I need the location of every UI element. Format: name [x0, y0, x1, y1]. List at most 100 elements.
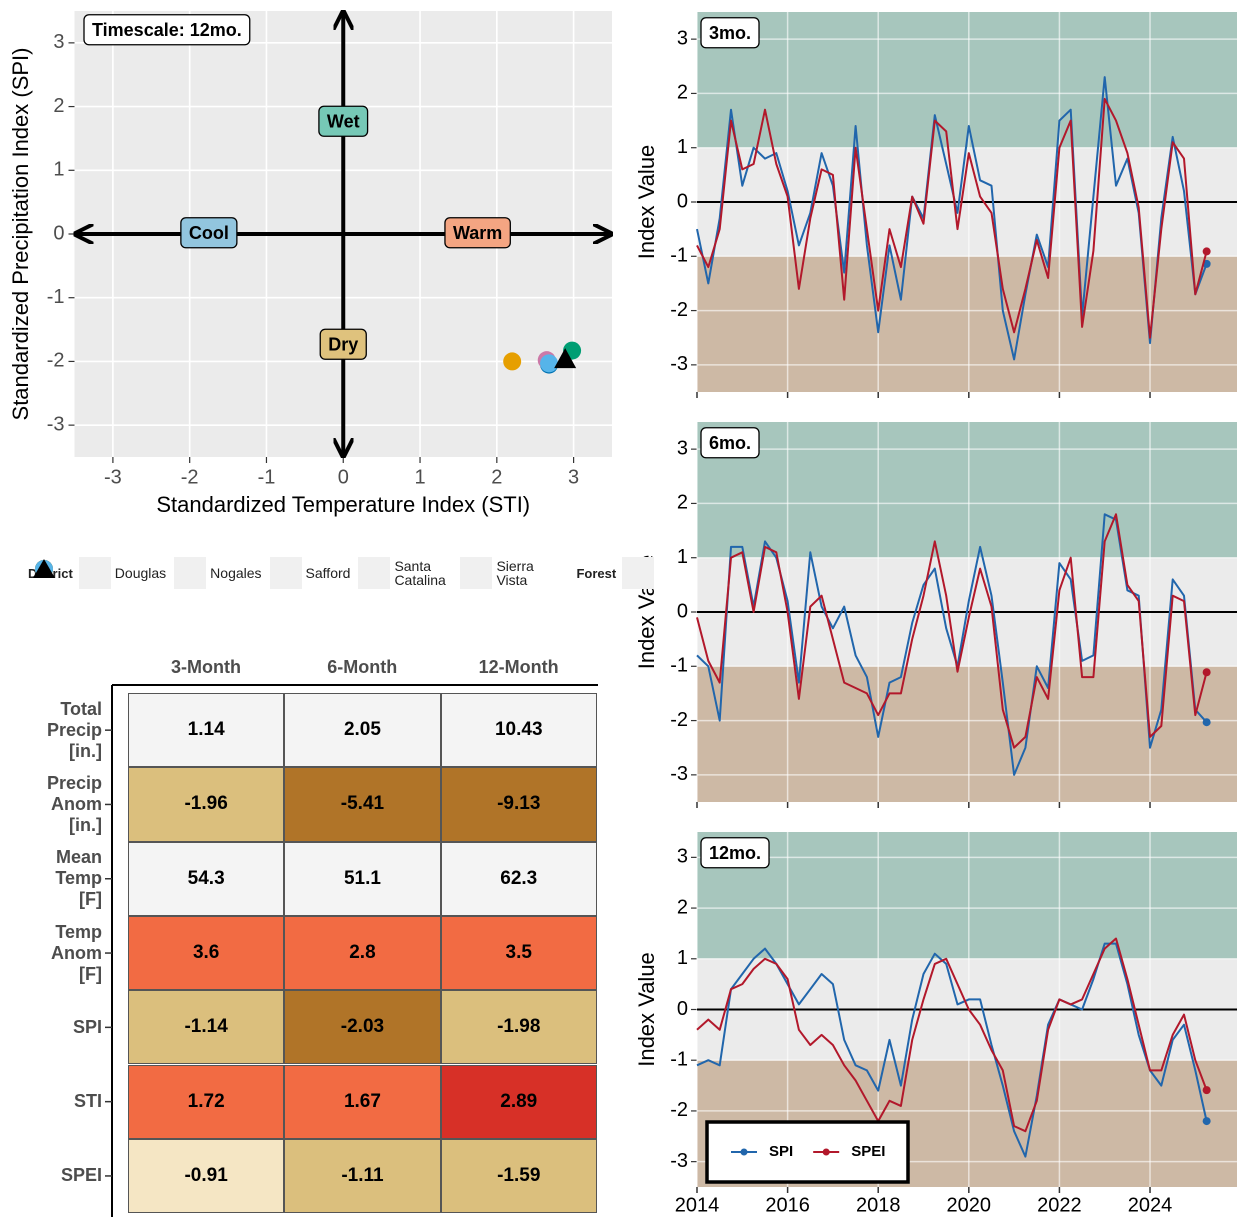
quadrant-label-box: Wet [318, 105, 369, 137]
y-tick-label: -2 [47, 350, 65, 372]
panel-label-box: 3mo. [700, 17, 760, 49]
legend-label: Sierra Vista [496, 558, 534, 588]
x-tick-label: 0 [338, 466, 349, 488]
index-line [696, 942, 1208, 1158]
district-point [540, 354, 559, 373]
legend-key [35, 557, 207, 589]
y-tick-label: 2 [53, 95, 64, 117]
table-cell: 3.5 [440, 915, 597, 991]
x-tick-label: 2 [491, 466, 502, 488]
table-cell: 2.05 [284, 693, 441, 768]
index-band [697, 12, 1237, 148]
table-cell: 51.1 [284, 841, 441, 916]
y-tick-label: -2 [670, 299, 688, 321]
legend-dot [822, 1148, 830, 1156]
scatter-legend: DistrictDouglasNogalesSaffordSanta Catal… [28, 553, 658, 593]
y-tick-label: -1 [47, 286, 65, 308]
legend-group-title: Forest [576, 565, 617, 581]
x-axis-title: Standardized Temperature Index (STI) [156, 492, 530, 517]
y-tick-label: 1 [677, 136, 688, 158]
legend-marker [33, 559, 55, 578]
quadrant-label: Dry [328, 334, 358, 354]
table-cell: 62.3 [440, 841, 597, 916]
row-label: Mean Temp [F] [55, 847, 102, 910]
y-tick-label: -1 [670, 655, 688, 677]
table-cell: 54.3 [128, 841, 285, 916]
row-label: Precip Anom [in.] [46, 772, 102, 835]
x-tick-label: -3 [104, 466, 122, 488]
x-tick-label: 2024 [1128, 1194, 1173, 1216]
table-cell: -1.59 [440, 1138, 597, 1214]
index-line [696, 937, 1208, 1133]
table-cell: 1.67 [284, 1064, 441, 1139]
legend-key [35, 557, 302, 589]
panel-label-background [700, 427, 760, 459]
x-tick-label: 2022 [1037, 1194, 1082, 1216]
row-label: Total Precip [in.] [46, 698, 102, 761]
legend-label: Douglas [114, 565, 167, 581]
quadrant-label-box: Warm [444, 217, 511, 249]
legend-dot [740, 1148, 748, 1156]
legend-key [33, 557, 655, 589]
column-header: 12-Month [478, 657, 559, 677]
y-tick-label: -3 [670, 1150, 688, 1172]
table-cell: 2.8 [284, 915, 441, 991]
y-tick-label: -1 [670, 245, 688, 267]
latest-point [1202, 247, 1211, 256]
table-cell: -1.98 [440, 990, 597, 1065]
quadrant-label-background [444, 217, 511, 249]
row-label: SPI [72, 1016, 102, 1037]
y-tick-label: 3 [677, 846, 688, 868]
row-label: STI [73, 1091, 102, 1112]
legend-key [35, 557, 391, 589]
y-tick-label: 2 [677, 492, 688, 514]
x-tick-label: -2 [181, 466, 199, 488]
quadrant-label-background [319, 328, 367, 360]
x-tick-label: 2018 [856, 1194, 901, 1216]
y-axis-title: Index Value [634, 952, 659, 1067]
x-tick-label: 2014 [675, 1194, 720, 1216]
timescale-label: Timescale: 12mo. [92, 20, 242, 40]
table-cell: 2.89 [440, 1064, 597, 1139]
panel-label-background [700, 837, 770, 869]
row-label: SPEI [60, 1165, 102, 1186]
y-tick-label: 3 [677, 27, 688, 49]
column-header: 6-Month [327, 657, 398, 677]
legend-label: SPEI [851, 1143, 885, 1160]
y-tick-label: 2 [677, 82, 688, 104]
y-tick-label: -2 [670, 709, 688, 731]
table-cell: -1.14 [128, 990, 285, 1065]
table-cell: -2.03 [284, 990, 441, 1065]
quadrant-label-box: Dry [319, 328, 367, 360]
x-tick-label: 2020 [947, 1194, 992, 1216]
panel-label: 3mo. [709, 23, 751, 43]
y-tick-label: -3 [670, 763, 688, 785]
panel-label-box: 12mo. [700, 837, 770, 869]
legend-label: Safford [305, 565, 351, 581]
y-tick-label: 3 [53, 31, 64, 53]
quadrant-label-background [318, 105, 369, 137]
legend-key [35, 557, 493, 589]
x-tick-label: 3 [568, 466, 579, 488]
legend-symbol [33, 559, 55, 578]
table-cell: 10.43 [440, 693, 597, 768]
y-axis-title: Index Value [634, 145, 659, 260]
latest-point [1202, 718, 1211, 727]
y-tick-label: -2 [670, 1099, 688, 1121]
legend-label: Nogales [210, 565, 262, 581]
panel-label: 6mo. [709, 433, 751, 453]
x-tick-label: -1 [258, 466, 276, 488]
table-cell: 3.6 [128, 915, 285, 991]
panel-label-background [700, 17, 760, 49]
y-tick-label: 0 [53, 222, 64, 244]
y-tick-label: 1 [677, 947, 688, 969]
index-line [696, 513, 1208, 749]
y-tick-label: 2 [677, 896, 688, 918]
y-tick-label: 1 [53, 159, 64, 181]
table-cell: -0.91 [128, 1138, 285, 1214]
district-point [503, 352, 522, 371]
y-tick-label: 3 [677, 437, 688, 459]
index-band [697, 422, 1237, 558]
